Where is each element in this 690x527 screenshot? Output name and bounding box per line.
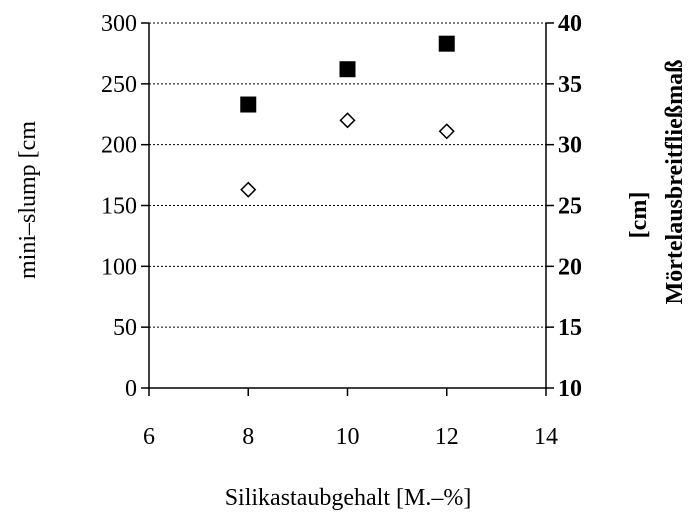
y-right-tick-label-25: 25 [558,194,582,220]
point-series2-10 [341,113,355,127]
point-series2-12 [440,124,454,138]
y-axis-right-title-line1: Mörtelausbreitfließmaß [662,60,688,305]
y-right-tick-label-30: 30 [558,133,582,159]
x-tick-label-8: 8 [242,424,254,450]
x-tick-label-10: 10 [336,424,360,450]
y-left-tick-label-200: 200 [101,133,137,159]
y-left-tick-label-250: 250 [101,72,137,98]
y-right-tick-label-15: 15 [558,315,582,341]
y-left-tick-label-50: 50 [113,315,137,341]
y-right-tick-label-10: 10 [558,376,582,402]
point-series1-10 [340,61,356,77]
y-left-tick-label-0: 0 [125,376,137,402]
y-axis-right-title-line2: [cm] [626,192,652,239]
x-tick-label-14: 14 [534,424,558,450]
y-axis-left-title: mini–slump [cm [15,121,41,279]
point-series2-8 [241,183,255,197]
y-left-tick-label-100: 100 [101,254,137,280]
x-axis-title: Silikastaubgehalt [M.–%] [225,485,472,511]
point-series1-12 [439,36,455,52]
x-tick-label-12: 12 [435,424,459,450]
y-left-tick-label-300: 300 [101,11,137,37]
x-tick-label-6: 6 [143,424,155,450]
y-right-tick-label-20: 20 [558,254,582,280]
y-right-tick-label-40: 40 [558,11,582,37]
data-points [240,36,455,197]
point-series1-8 [240,97,256,113]
y-left-tick-label-150: 150 [101,194,137,220]
y-right-tick-label-35: 35 [558,72,582,98]
tick-marks [141,23,554,396]
